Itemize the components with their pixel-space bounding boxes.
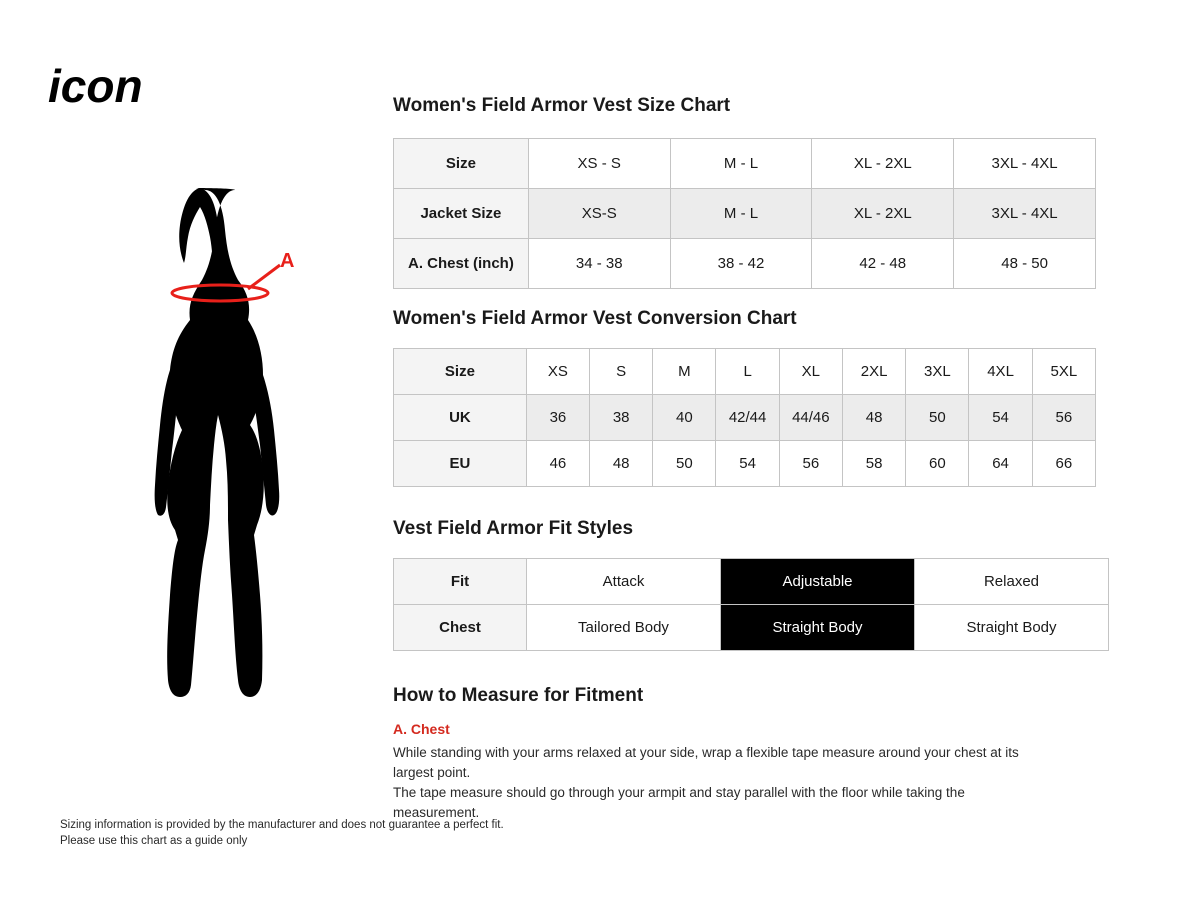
- conversion-header-uk: UK: [394, 395, 527, 441]
- size-chart-cell: M - L: [670, 189, 812, 239]
- footer-disclaimer: Sizing information is provided by the ma…: [60, 817, 510, 849]
- fit-cell-relaxed: Relaxed: [915, 559, 1109, 605]
- size-chart-cell: XL - 2XL: [812, 139, 954, 189]
- measure-body-line-1: While standing with your arms relaxed at…: [393, 743, 1043, 783]
- fit-cell-straight-relaxed: Straight Body: [915, 605, 1109, 651]
- fit-cell-tailored: Tailored Body: [527, 605, 721, 651]
- footer-line-1: Sizing information is provided by the ma…: [60, 817, 510, 833]
- size-chart-header-jacket: Jacket Size: [394, 189, 529, 239]
- conversion-header-eu: EU: [394, 441, 527, 487]
- conversion-chart-title: Women's Field Armor Vest Conversion Char…: [393, 308, 797, 330]
- brand-logo: icon: [48, 62, 248, 112]
- size-chart-cell: M - L: [670, 139, 812, 189]
- fit-header-chest: Chest: [394, 605, 527, 651]
- measure-title: How to Measure for Fitment: [393, 685, 1043, 707]
- svg-text:icon: icon: [48, 62, 143, 112]
- size-chart-header-chest: A. Chest (inch): [394, 239, 529, 289]
- size-chart-cell: 48 - 50: [954, 239, 1096, 289]
- size-chart-cell: 3XL - 4XL: [954, 139, 1096, 189]
- fit-cell-straight-adj: Straight Body: [721, 605, 915, 651]
- footer-line-2: Please use this chart as a guide only: [60, 833, 510, 849]
- size-chart-cell: 34 - 38: [528, 239, 670, 289]
- conversion-header-size: Size: [394, 349, 527, 395]
- size-chart-table: Size XS - S M - L XL - 2XL 3XL - 4XL Jac…: [393, 138, 1096, 289]
- measure-instructions: How to Measure for Fitment A. Chest Whil…: [393, 685, 1043, 823]
- fit-cell-attack: Attack: [527, 559, 721, 605]
- size-chart-cell: XS - S: [528, 139, 670, 189]
- svg-text:A: A: [280, 250, 294, 272]
- fit-cell-adjustable: Adjustable: [721, 559, 915, 605]
- size-chart-title: Women's Field Armor Vest Size Chart: [393, 95, 730, 117]
- fit-styles-table: Fit Attack Adjustable Relaxed Chest Tail…: [393, 558, 1109, 651]
- size-chart-cell: 38 - 42: [670, 239, 812, 289]
- fit-styles-title: Vest Field Armor Fit Styles: [393, 518, 633, 540]
- conversion-chart-table: Size XS S M L XL 2XL 3XL 4XL 5XL UK 36 3…: [393, 348, 1096, 487]
- size-chart-cell: 42 - 48: [812, 239, 954, 289]
- size-measurement-diagram: A: [140, 185, 370, 705]
- fit-header-fit: Fit: [394, 559, 527, 605]
- size-chart-header-size: Size: [394, 139, 529, 189]
- size-chart-cell: XL - 2XL: [812, 189, 954, 239]
- size-chart-cell: XS-S: [528, 189, 670, 239]
- size-chart-cell: 3XL - 4XL: [954, 189, 1096, 239]
- measure-subtitle: A. Chest: [393, 721, 1043, 737]
